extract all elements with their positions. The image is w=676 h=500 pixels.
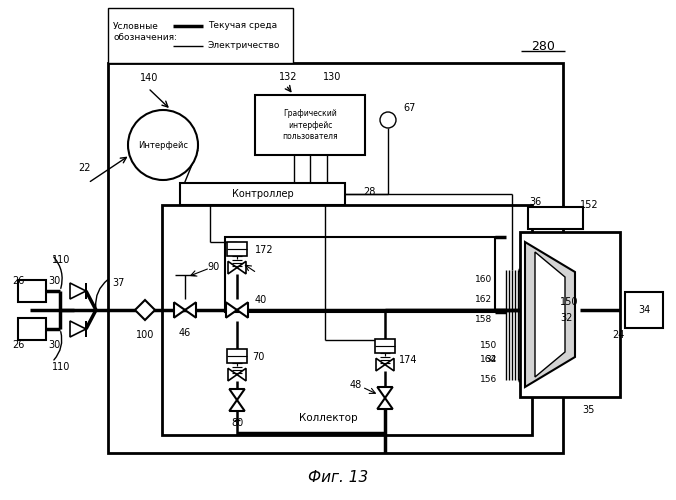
Bar	[18, 280, 46, 302]
Polygon shape	[237, 302, 248, 318]
Text: 150: 150	[560, 297, 579, 307]
Circle shape	[380, 112, 396, 128]
Text: 35: 35	[582, 405, 594, 415]
Text: 46: 46	[179, 328, 191, 338]
Bar	[18, 318, 46, 340]
Polygon shape	[70, 321, 86, 337]
Bar	[625, 292, 663, 328]
Text: 30: 30	[48, 276, 60, 286]
Text: 34: 34	[638, 305, 650, 315]
Polygon shape	[228, 368, 237, 381]
Text: 152: 152	[580, 200, 599, 210]
Polygon shape	[377, 387, 393, 398]
Polygon shape	[237, 368, 246, 381]
Bar	[180, 183, 345, 205]
Polygon shape	[535, 252, 565, 377]
Polygon shape	[237, 262, 246, 274]
Text: 164: 164	[480, 356, 497, 364]
Polygon shape	[385, 358, 394, 371]
Bar	[108, 63, 563, 453]
Text: 48: 48	[349, 380, 362, 390]
Text: 26: 26	[12, 340, 24, 350]
Text: 40: 40	[255, 295, 267, 305]
Bar	[255, 95, 365, 155]
Bar	[375, 339, 395, 353]
Text: 26: 26	[12, 276, 24, 286]
Bar	[227, 242, 247, 256]
Text: 80: 80	[231, 418, 243, 428]
Text: Текучая среда: Текучая среда	[208, 22, 277, 30]
Text: Интерфейс: Интерфейс	[138, 140, 188, 149]
Text: 22: 22	[78, 163, 91, 173]
Polygon shape	[185, 302, 196, 318]
Text: 110: 110	[52, 362, 70, 372]
Bar	[528, 207, 583, 229]
Polygon shape	[226, 302, 237, 318]
Text: 90: 90	[207, 262, 219, 272]
Text: Контроллер: Контроллер	[232, 189, 293, 199]
Polygon shape	[229, 400, 245, 411]
Text: 24: 24	[612, 330, 625, 340]
Text: Фиг. 13: Фиг. 13	[308, 470, 368, 486]
Text: 280: 280	[531, 40, 555, 53]
Bar	[225, 237, 495, 312]
Text: 160: 160	[475, 276, 492, 284]
Text: 70: 70	[252, 352, 264, 362]
Text: 28: 28	[363, 187, 375, 197]
Text: 30: 30	[48, 340, 60, 350]
Text: 37: 37	[112, 278, 124, 288]
Text: Условные
обозначения:: Условные обозначения:	[113, 22, 177, 42]
Text: Графический
интерфейс
пользователя: Графический интерфейс пользователя	[282, 110, 338, 140]
Text: 110: 110	[52, 255, 70, 265]
Bar	[227, 349, 247, 364]
Text: 32: 32	[560, 313, 573, 323]
Polygon shape	[377, 398, 393, 409]
Polygon shape	[376, 358, 385, 371]
Text: Электричество: Электричество	[208, 42, 281, 50]
Text: 140: 140	[140, 73, 158, 83]
Text: 100: 100	[136, 330, 154, 340]
Text: 162: 162	[475, 296, 492, 304]
Text: 174: 174	[399, 355, 418, 365]
Text: 150: 150	[480, 340, 497, 349]
Text: 156: 156	[480, 376, 497, 384]
Text: 172: 172	[255, 245, 274, 255]
Circle shape	[128, 110, 198, 180]
Text: 158: 158	[475, 316, 492, 324]
Text: 32: 32	[485, 356, 497, 364]
Text: 36: 36	[529, 197, 541, 207]
Polygon shape	[135, 300, 155, 320]
Polygon shape	[229, 389, 245, 400]
Text: 130: 130	[323, 72, 341, 82]
Bar	[520, 232, 620, 397]
Text: 67: 67	[403, 103, 415, 113]
Bar	[162, 205, 532, 435]
Polygon shape	[70, 283, 86, 299]
Polygon shape	[525, 242, 575, 387]
Text: 132: 132	[279, 72, 297, 82]
Polygon shape	[228, 262, 237, 274]
Bar	[108, 8, 293, 63]
Text: Коллектор: Коллектор	[299, 413, 358, 423]
Polygon shape	[174, 302, 185, 318]
